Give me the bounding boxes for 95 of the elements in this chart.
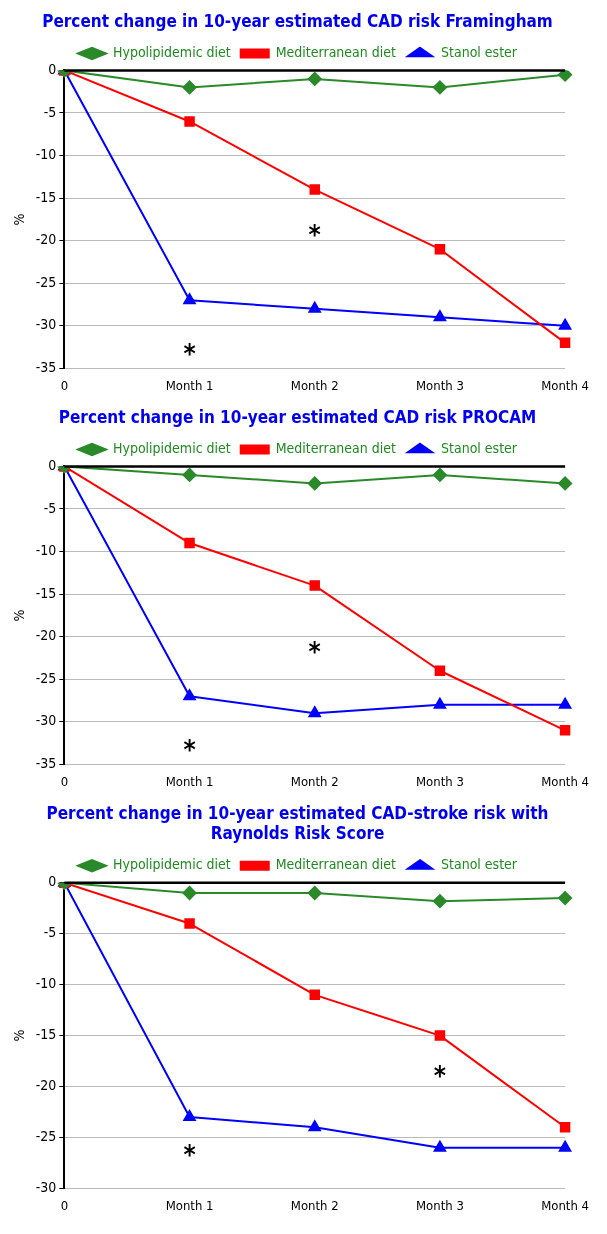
point — [183, 689, 196, 701]
point — [308, 1120, 321, 1132]
y-tick-label: -20 — [35, 627, 57, 644]
point — [432, 894, 447, 909]
point — [558, 1140, 572, 1152]
y-tick-label: -30 — [35, 1179, 57, 1196]
point — [559, 1122, 571, 1133]
point — [434, 243, 446, 255]
legend-label: Stanol ester — [441, 440, 518, 457]
point — [432, 467, 447, 482]
point — [184, 918, 195, 929]
y-tick-label: -5 — [43, 499, 57, 516]
x-tick-label: Month 3 — [416, 1197, 464, 1213]
point — [433, 697, 447, 709]
y-tick-label: -25 — [35, 273, 57, 290]
y-tick-label: 0 — [48, 457, 57, 474]
point — [558, 476, 573, 491]
chart-title: Percent change in 10-year estimated CAD risk PROCAM — [58, 406, 537, 427]
legend-label: Hypolipidemic diet — [112, 856, 231, 873]
y-tick-label: -25 — [35, 669, 57, 686]
point — [308, 301, 321, 313]
y-tick-label: -35 — [35, 359, 57, 376]
point — [558, 891, 573, 906]
y-tick-label: -10 — [35, 542, 57, 559]
x-tick-label: Month 3 — [416, 377, 464, 393]
point — [558, 70, 573, 82]
y-tick-label: -30 — [35, 316, 57, 333]
x-tick-label: Month 4 — [541, 1197, 589, 1213]
y-tick-label: -5 — [43, 103, 57, 120]
x-tick-label: 0 — [60, 773, 69, 789]
y-tick-label: -35 — [35, 755, 57, 772]
x-tick-label: 0 — [60, 377, 69, 393]
point — [183, 1110, 196, 1122]
point — [433, 310, 447, 322]
point — [433, 1140, 447, 1152]
x-tick-label: Month 2 — [290, 1197, 339, 1213]
y-tick-label: -10 — [35, 975, 57, 992]
legend-label: Mediterranean diet — [275, 44, 397, 61]
point — [434, 665, 446, 676]
annotation: * — [183, 339, 196, 370]
y-tick-label: -5 — [43, 924, 57, 941]
point — [558, 318, 572, 330]
chart-title: Percent change in 10-year estimated CAD risk Framingham — [42, 10, 553, 31]
point — [184, 537, 195, 549]
y-tick-label: 0 — [48, 61, 57, 78]
x-tick-label: Month 3 — [416, 773, 464, 789]
point — [184, 116, 195, 127]
point — [309, 580, 320, 591]
point — [309, 989, 320, 1001]
y-axis-title: % — [11, 609, 28, 622]
y-tick-label: -25 — [35, 1128, 57, 1145]
x-tick-label: Month 4 — [541, 377, 589, 393]
annotation: * — [433, 1061, 447, 1092]
point — [307, 71, 322, 86]
point — [183, 293, 196, 305]
annotation: * — [308, 220, 321, 251]
point — [559, 725, 571, 736]
x-tick-label: 0 — [60, 1197, 69, 1213]
point — [308, 706, 321, 718]
annotation: * — [308, 636, 321, 667]
point — [309, 184, 320, 195]
y-tick-label: 0 — [48, 873, 57, 890]
x-tick-label: Month 2 — [290, 377, 339, 393]
y-tick-label: -20 — [35, 1077, 57, 1094]
legend-label: Mediterranean diet — [275, 856, 397, 873]
legend-label: Mediterranean diet — [275, 440, 397, 457]
point — [182, 467, 197, 482]
legend-label: Stanol ester — [441, 856, 518, 873]
y-axis-title: % — [11, 213, 28, 226]
point — [558, 697, 572, 709]
x-tick-label: Month 1 — [165, 377, 214, 393]
x-tick-label: Month 1 — [165, 773, 214, 789]
y-axis-title: % — [11, 1029, 28, 1042]
legend-label: Hypolipidemic diet — [112, 440, 231, 457]
y-tick-label: -15 — [35, 584, 57, 601]
point — [182, 80, 197, 95]
x-tick-label: Month 2 — [290, 773, 339, 789]
y-tick-label: -15 — [35, 188, 57, 205]
point — [434, 1030, 446, 1041]
legend-label: Hypolipidemic diet — [112, 44, 231, 61]
y-tick-label: -30 — [35, 712, 57, 729]
y-tick-label: -10 — [35, 146, 57, 163]
point — [182, 885, 197, 900]
point — [307, 476, 322, 491]
point — [432, 80, 447, 95]
x-tick-label: Month 4 — [541, 773, 589, 789]
point — [559, 337, 571, 349]
y-tick-label: -20 — [35, 231, 57, 248]
y-tick-label: -15 — [35, 1026, 57, 1043]
point — [307, 885, 322, 900]
annotation: * — [183, 1140, 196, 1171]
x-tick-label: Month 1 — [165, 1197, 214, 1213]
chart-title: Percent change in 10-year estimated CAD-stroke risk with Raynolds Risk Score — [46, 802, 549, 844]
annotation: * — [183, 735, 196, 766]
legend-label: Stanol ester — [441, 44, 518, 61]
